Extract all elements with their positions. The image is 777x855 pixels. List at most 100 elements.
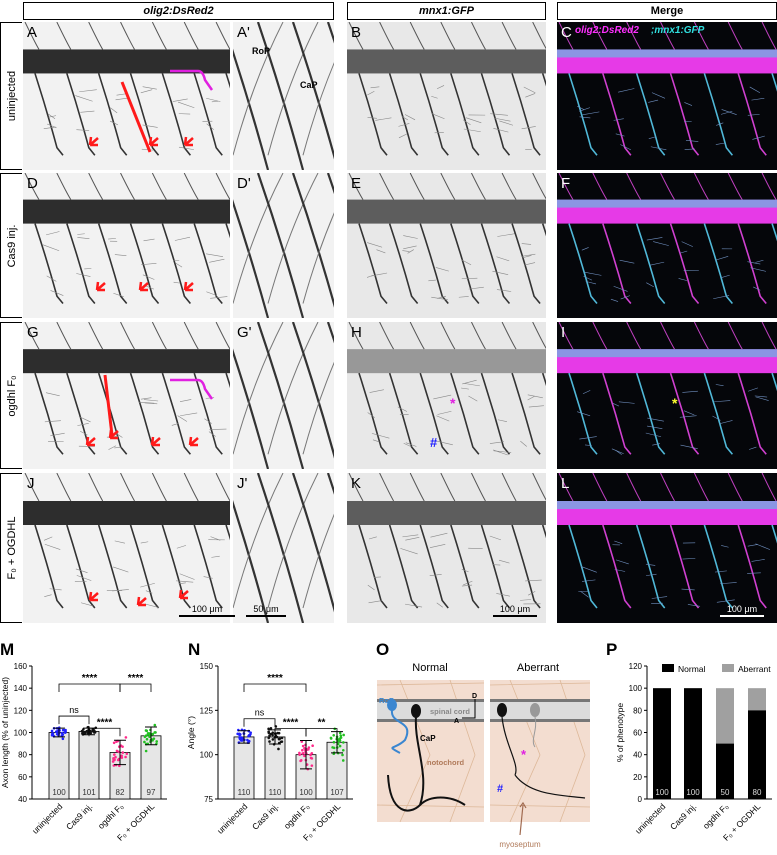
- bar-aberrant: [716, 688, 734, 744]
- merge-legend-gfp: ;mnx1:GFP: [651, 25, 705, 36]
- scale-bar: 50 μm: [246, 604, 286, 617]
- panel-letter: I: [561, 324, 566, 341]
- aberrant-asterisk: *: [521, 747, 527, 762]
- data-point: [56, 729, 59, 733]
- spinal-cord-band: [23, 501, 230, 525]
- bar-aberrant: [748, 688, 766, 711]
- panel-letter: J': [237, 475, 248, 492]
- motor-axon: [193, 73, 223, 156]
- scale-bar-label: 100 μm: [499, 604, 531, 614]
- schematic-o: Normal Aberrant spinal cord notochord Ro…: [376, 662, 591, 849]
- bar-value-label: 100: [299, 788, 313, 797]
- microscopy-panel: I: [557, 322, 777, 469]
- data-point: [83, 731, 87, 735]
- data-point: [50, 729, 54, 733]
- significance-label: ****: [97, 717, 113, 728]
- y-tick-label: 100: [629, 684, 643, 693]
- data-point: [124, 736, 128, 739]
- rop-neuron-icon: [387, 699, 397, 711]
- motor-axon: [233, 48, 270, 170]
- spinal-cord-label: spinal cord: [430, 707, 470, 716]
- significance-bracket: [88, 727, 121, 737]
- motor-axon: [541, 372, 546, 387]
- data-point: [309, 753, 312, 757]
- significance-label: ns: [69, 705, 79, 715]
- panel-letter: J: [27, 475, 35, 492]
- motor-axon: [602, 223, 632, 305]
- motor-axon: [480, 372, 511, 455]
- data-point: [117, 750, 121, 754]
- motor-axon: [161, 524, 192, 609]
- spinal-cord-band: [23, 349, 230, 374]
- motor-axon: [511, 372, 541, 455]
- motor-axon: [602, 372, 632, 455]
- motor-axon: [541, 73, 546, 87]
- data-point: [310, 757, 314, 760]
- data-point: [61, 733, 65, 736]
- motor-axon: [419, 372, 449, 455]
- panel-letter: K: [351, 475, 362, 492]
- motor-axon: [326, 173, 334, 195]
- bar-value-label: 100: [686, 788, 700, 797]
- y-tick-label: 80: [18, 751, 27, 760]
- motor-axon: [737, 223, 767, 305]
- significance-label: ****: [128, 673, 144, 684]
- microscopy-panel: J: [23, 473, 230, 623]
- motor-axon: [233, 500, 270, 623]
- red-arrow-icon: [88, 136, 99, 147]
- microscopy-panel: A': [233, 22, 334, 170]
- microscopy-panel: F: [557, 173, 777, 318]
- data-point: [303, 754, 306, 758]
- data-point: [341, 753, 344, 757]
- y-tick-label: 20: [633, 773, 642, 782]
- microscopy-panel: C: [557, 22, 777, 170]
- y-tick-label: 80: [633, 706, 642, 715]
- data-point: [310, 764, 314, 767]
- motor-axon: [291, 322, 334, 459]
- rop-label: RoP: [379, 696, 394, 705]
- y-tick-label: 40: [633, 751, 642, 760]
- motor-axon: [703, 73, 734, 156]
- panel-letter: G': [237, 324, 252, 341]
- motor-axon: [34, 372, 64, 455]
- red-arrow-icon: [138, 281, 149, 292]
- motor-axon: [225, 372, 230, 389]
- red-arrow-icon: [88, 591, 99, 602]
- motor-axon: [771, 223, 777, 242]
- error-bar: [238, 730, 250, 744]
- data-point: [154, 731, 157, 734]
- motor-axon: [511, 73, 541, 156]
- microscopy-panel: A: [23, 22, 230, 170]
- aberrant-asterisk: *: [450, 395, 456, 411]
- y-tick-label: 75: [204, 795, 213, 804]
- data-point: [124, 755, 127, 759]
- panel-letter: F: [561, 175, 571, 192]
- motor-axon: [669, 73, 700, 156]
- motor-axon: [225, 223, 230, 239]
- bar-value-label: 110: [269, 788, 282, 797]
- row-label: F₀ + OGDHL: [0, 473, 22, 623]
- x-tick-label: uninjected: [30, 801, 65, 836]
- spinal-cord-band: [347, 349, 546, 374]
- microscopy-panel: J': [233, 473, 334, 623]
- data-point: [271, 738, 275, 741]
- panel-letter: C: [561, 24, 572, 41]
- motor-axon: [541, 223, 546, 237]
- data-point: [153, 723, 157, 727]
- panel-letter: D': [237, 175, 251, 192]
- x-tick-label: Cas9 inj.: [64, 801, 94, 831]
- cap-label: CaP: [420, 734, 436, 743]
- legend-swatch-aberrant: [722, 664, 734, 672]
- data-point: [279, 740, 283, 744]
- motor-axon: [256, 473, 305, 623]
- chart-p: 0 20 40 60 80 100 120 % of phenotype uninjected 1…: [615, 662, 772, 843]
- motor-axon: [66, 524, 96, 609]
- motor-axon: [193, 524, 223, 609]
- bar-value-label: 107: [330, 788, 344, 797]
- motor-axon: [419, 73, 449, 156]
- motor-axon: [771, 524, 777, 544]
- motor-axon: [602, 524, 632, 609]
- y-tick-label: 125: [200, 706, 214, 715]
- motor-axon: [97, 223, 128, 305]
- data-point: [115, 740, 118, 743]
